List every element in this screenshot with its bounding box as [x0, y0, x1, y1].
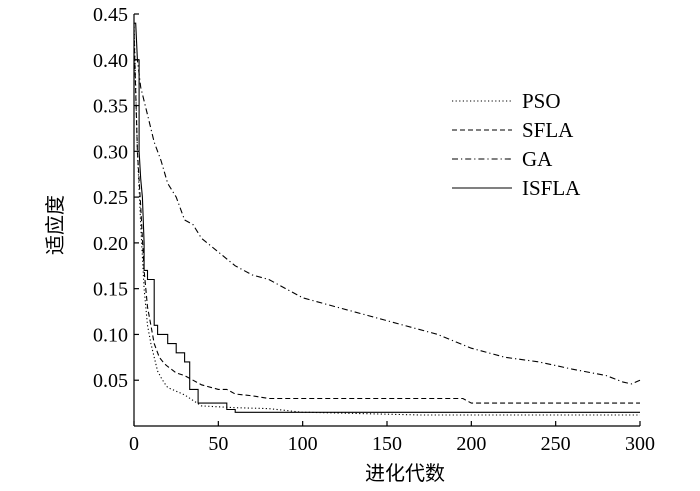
y-tick-label: 0.25: [93, 187, 128, 209]
x-axis-label: 进化代数: [365, 461, 445, 485]
legend-label-pso: PSO: [522, 89, 561, 113]
legend-label-ga: GA: [522, 147, 553, 171]
legend-label-sfla: SFLA: [522, 118, 574, 142]
y-tick-label: 0.10: [93, 324, 128, 346]
x-tick-label: 100: [288, 433, 318, 455]
series-line-ga: [134, 59, 641, 385]
x-tick-label: 50: [208, 433, 228, 455]
ticks: 0 50 100 150 200 250 300 0.05 0.10 0.15 0.20 0.25 0.…: [93, 4, 655, 455]
series-group: [133, 22, 641, 416]
series-line-sfla: [133, 32, 640, 404]
legend-label-isfla: ISFLA: [522, 176, 581, 200]
x-tick-label: 200: [456, 433, 486, 455]
y-tick-label: 0.35: [93, 96, 128, 118]
y-tick-label: 0.15: [93, 279, 128, 301]
series-line-pso: [133, 23, 640, 416]
y-tick-label: 0.20: [93, 233, 128, 255]
y-tick-label: 0.45: [93, 4, 128, 26]
series-line-isfla: [134, 22, 640, 413]
x-tick-label: 300: [625, 433, 655, 455]
y-tick-label: 0.05: [93, 370, 128, 392]
y-axis-label: 适应度: [43, 195, 67, 255]
legend: PSO SFLA GA ISFLA: [452, 89, 581, 200]
y-tick-label: 0.30: [93, 141, 128, 163]
axes: [133, 14, 640, 427]
x-tick-label: 250: [541, 433, 571, 455]
x-tick-label: 150: [372, 433, 402, 455]
x-tick-label: 0: [129, 433, 139, 455]
y-tick-label: 0.40: [93, 50, 128, 72]
